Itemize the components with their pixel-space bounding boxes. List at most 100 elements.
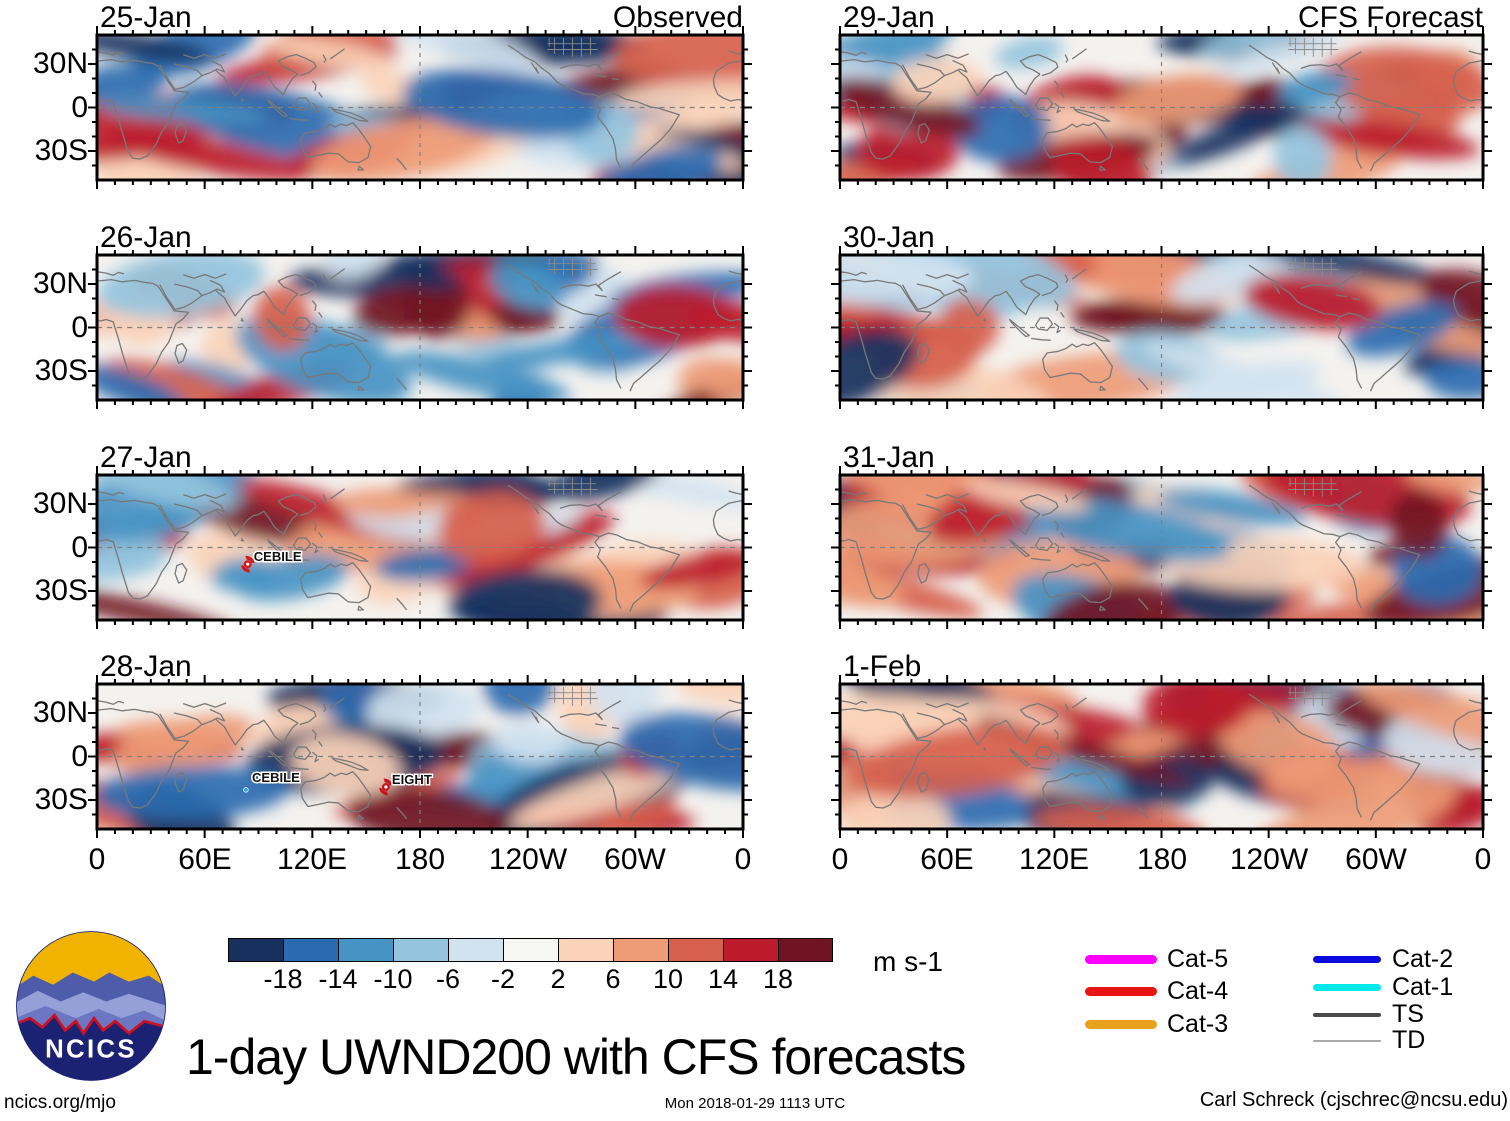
storm-name-label: CEBILE — [254, 549, 302, 564]
wind-anomaly-map: CEBILE — [87, 466, 753, 629]
logo-red-ridge — [16, 1012, 166, 1036]
x-axis-label: 0 — [88, 843, 106, 876]
y-axis-label: 30N — [32, 267, 88, 300]
legend-label-td: TD — [1392, 1026, 1426, 1054]
y-axis-label: 30N — [32, 696, 88, 729]
wind-anomaly-map — [87, 246, 753, 409]
panel-date-label: 1-Feb — [843, 650, 922, 683]
panel-date-label: 26-Jan — [100, 221, 192, 254]
x-axis-label: 0 — [1474, 843, 1492, 876]
colorbar-segment — [283, 938, 338, 962]
colorbar-segment — [448, 938, 503, 962]
map-border — [838, 253, 1485, 402]
legend-line-cat-5 — [1085, 955, 1157, 964]
wind-anomaly-map — [831, 675, 1492, 838]
anomaly-field — [840, 255, 1483, 400]
map-panel-26-jan: 26-Jan — [87, 221, 753, 409]
panel-date-label: 31-Jan — [843, 441, 935, 474]
map-border — [838, 473, 1485, 622]
colorbar-segment — [338, 938, 393, 962]
colorbar-tick-label: 14 — [707, 964, 739, 994]
anomaly-field — [97, 684, 743, 829]
wind-anomaly-map — [87, 26, 753, 189]
colorbar-tick-label: -6 — [435, 964, 460, 994]
map-border — [95, 33, 745, 182]
generation-timestamp: Mon 2018-01-29 1113 UTC — [664, 1095, 846, 1112]
ncics-logo: NCICS — [15, 930, 167, 1082]
colorbar-segment — [723, 938, 778, 962]
x-axis-label: 120W — [1229, 843, 1309, 876]
map-border — [95, 473, 745, 622]
legend-label-cat-2: Cat-2 — [1392, 945, 1454, 973]
site-url: ncics.org/mjo — [4, 1092, 116, 1113]
storm-marker-cebile: CEBILE — [243, 768, 302, 793]
colorbar-segment — [558, 938, 613, 962]
colorbar-segment — [668, 938, 723, 962]
colorbar-segment — [228, 938, 283, 962]
legend-label-cat-3: Cat-3 — [1167, 1010, 1229, 1038]
colorbar-tick-label: 10 — [652, 964, 684, 994]
legend-line-td — [1313, 1040, 1381, 1042]
colorbar-tick-label: 6 — [605, 964, 621, 994]
y-axis-label: 30N — [32, 487, 88, 520]
ncics-logo-art: NCICS — [16, 931, 166, 1081]
x-axis-label: 120W — [488, 843, 568, 876]
colorbar-tick-label: -14 — [318, 964, 358, 994]
colorbar-tick-label: 18 — [762, 964, 794, 994]
colorbar-segment — [778, 938, 833, 962]
map-panel-31-jan: 31-Jan — [831, 441, 1492, 629]
storm-marker-cebile: CEBILE — [241, 548, 303, 573]
y-axis-label: 30S — [34, 574, 88, 607]
x-axis-label: 60E — [920, 843, 974, 876]
y-axis-label: 30S — [34, 134, 88, 167]
map-panel-25-jan: 25-Jan Observed — [87, 1, 753, 189]
y-axis-label: 0 — [71, 740, 88, 773]
y-axis-label: 30N — [32, 47, 88, 80]
y-axis-label: 0 — [71, 91, 88, 124]
y-axis-label: 30S — [34, 783, 88, 816]
map-border — [95, 253, 745, 402]
panel-date-label: 29-Jan — [843, 1, 935, 34]
column-header-cfs-forecast: CFS Forecast — [1297, 1, 1483, 34]
colorbar-tick-label: -10 — [373, 964, 413, 994]
map-panel-30-jan: 30-Jan — [831, 221, 1492, 409]
column-header-observed: Observed — [612, 1, 743, 34]
map-panel-1-feb: 1-Feb — [831, 650, 1492, 838]
legend-label-cat-1: Cat-1 — [1392, 973, 1454, 1001]
map-panel-29-jan: 29-Jan CFS Forecast — [831, 1, 1492, 189]
storm-name-label: EIGHT — [392, 772, 432, 787]
panel-date-label: 28-Jan — [100, 650, 192, 683]
map-border — [95, 682, 745, 831]
anomaly-field — [97, 35, 743, 180]
colorbar-unit-label: m s-1 — [873, 946, 943, 977]
logo-foreground — [16, 1015, 166, 1081]
panel-date-label: 30-Jan — [843, 221, 935, 254]
y-axis-label: 0 — [71, 311, 88, 344]
panel-date-label: 27-Jan — [100, 441, 192, 474]
map-border — [838, 33, 1485, 182]
logo-text: NCICS — [45, 1036, 137, 1064]
legend-line-ts — [1313, 1013, 1381, 1017]
legend-label-cat-4: Cat-4 — [1167, 977, 1229, 1005]
map-border — [838, 682, 1485, 831]
x-axis-label: 60E — [178, 843, 232, 876]
colorbar-tick-label: -18 — [263, 964, 303, 994]
legend-line-cat-1 — [1313, 984, 1381, 991]
colorbar-segment — [503, 938, 558, 962]
x-axis-label: 0 — [831, 843, 849, 876]
figure-title: 1-day UWND200 with CFS forecasts — [186, 1029, 966, 1085]
y-axis-label: 0 — [71, 531, 88, 564]
x-axis-label: 60W — [604, 843, 666, 876]
wind-anomaly-map — [831, 26, 1492, 189]
wind-anomaly-map — [831, 246, 1492, 409]
colorbar-tick-label: 2 — [550, 964, 566, 994]
anomaly-field — [840, 35, 1483, 180]
legend-label-ts: TS — [1392, 1000, 1424, 1028]
legend-label-cat-5: Cat-5 — [1167, 945, 1229, 973]
legend-line-cat-4 — [1085, 987, 1157, 996]
anomaly-field — [97, 475, 743, 620]
legend-line-cat-3 — [1085, 1020, 1157, 1029]
x-axis-label: 60W — [1345, 843, 1407, 876]
map-panel-28-jan: 28-Jan CEBILE EIGHT — [87, 650, 753, 838]
